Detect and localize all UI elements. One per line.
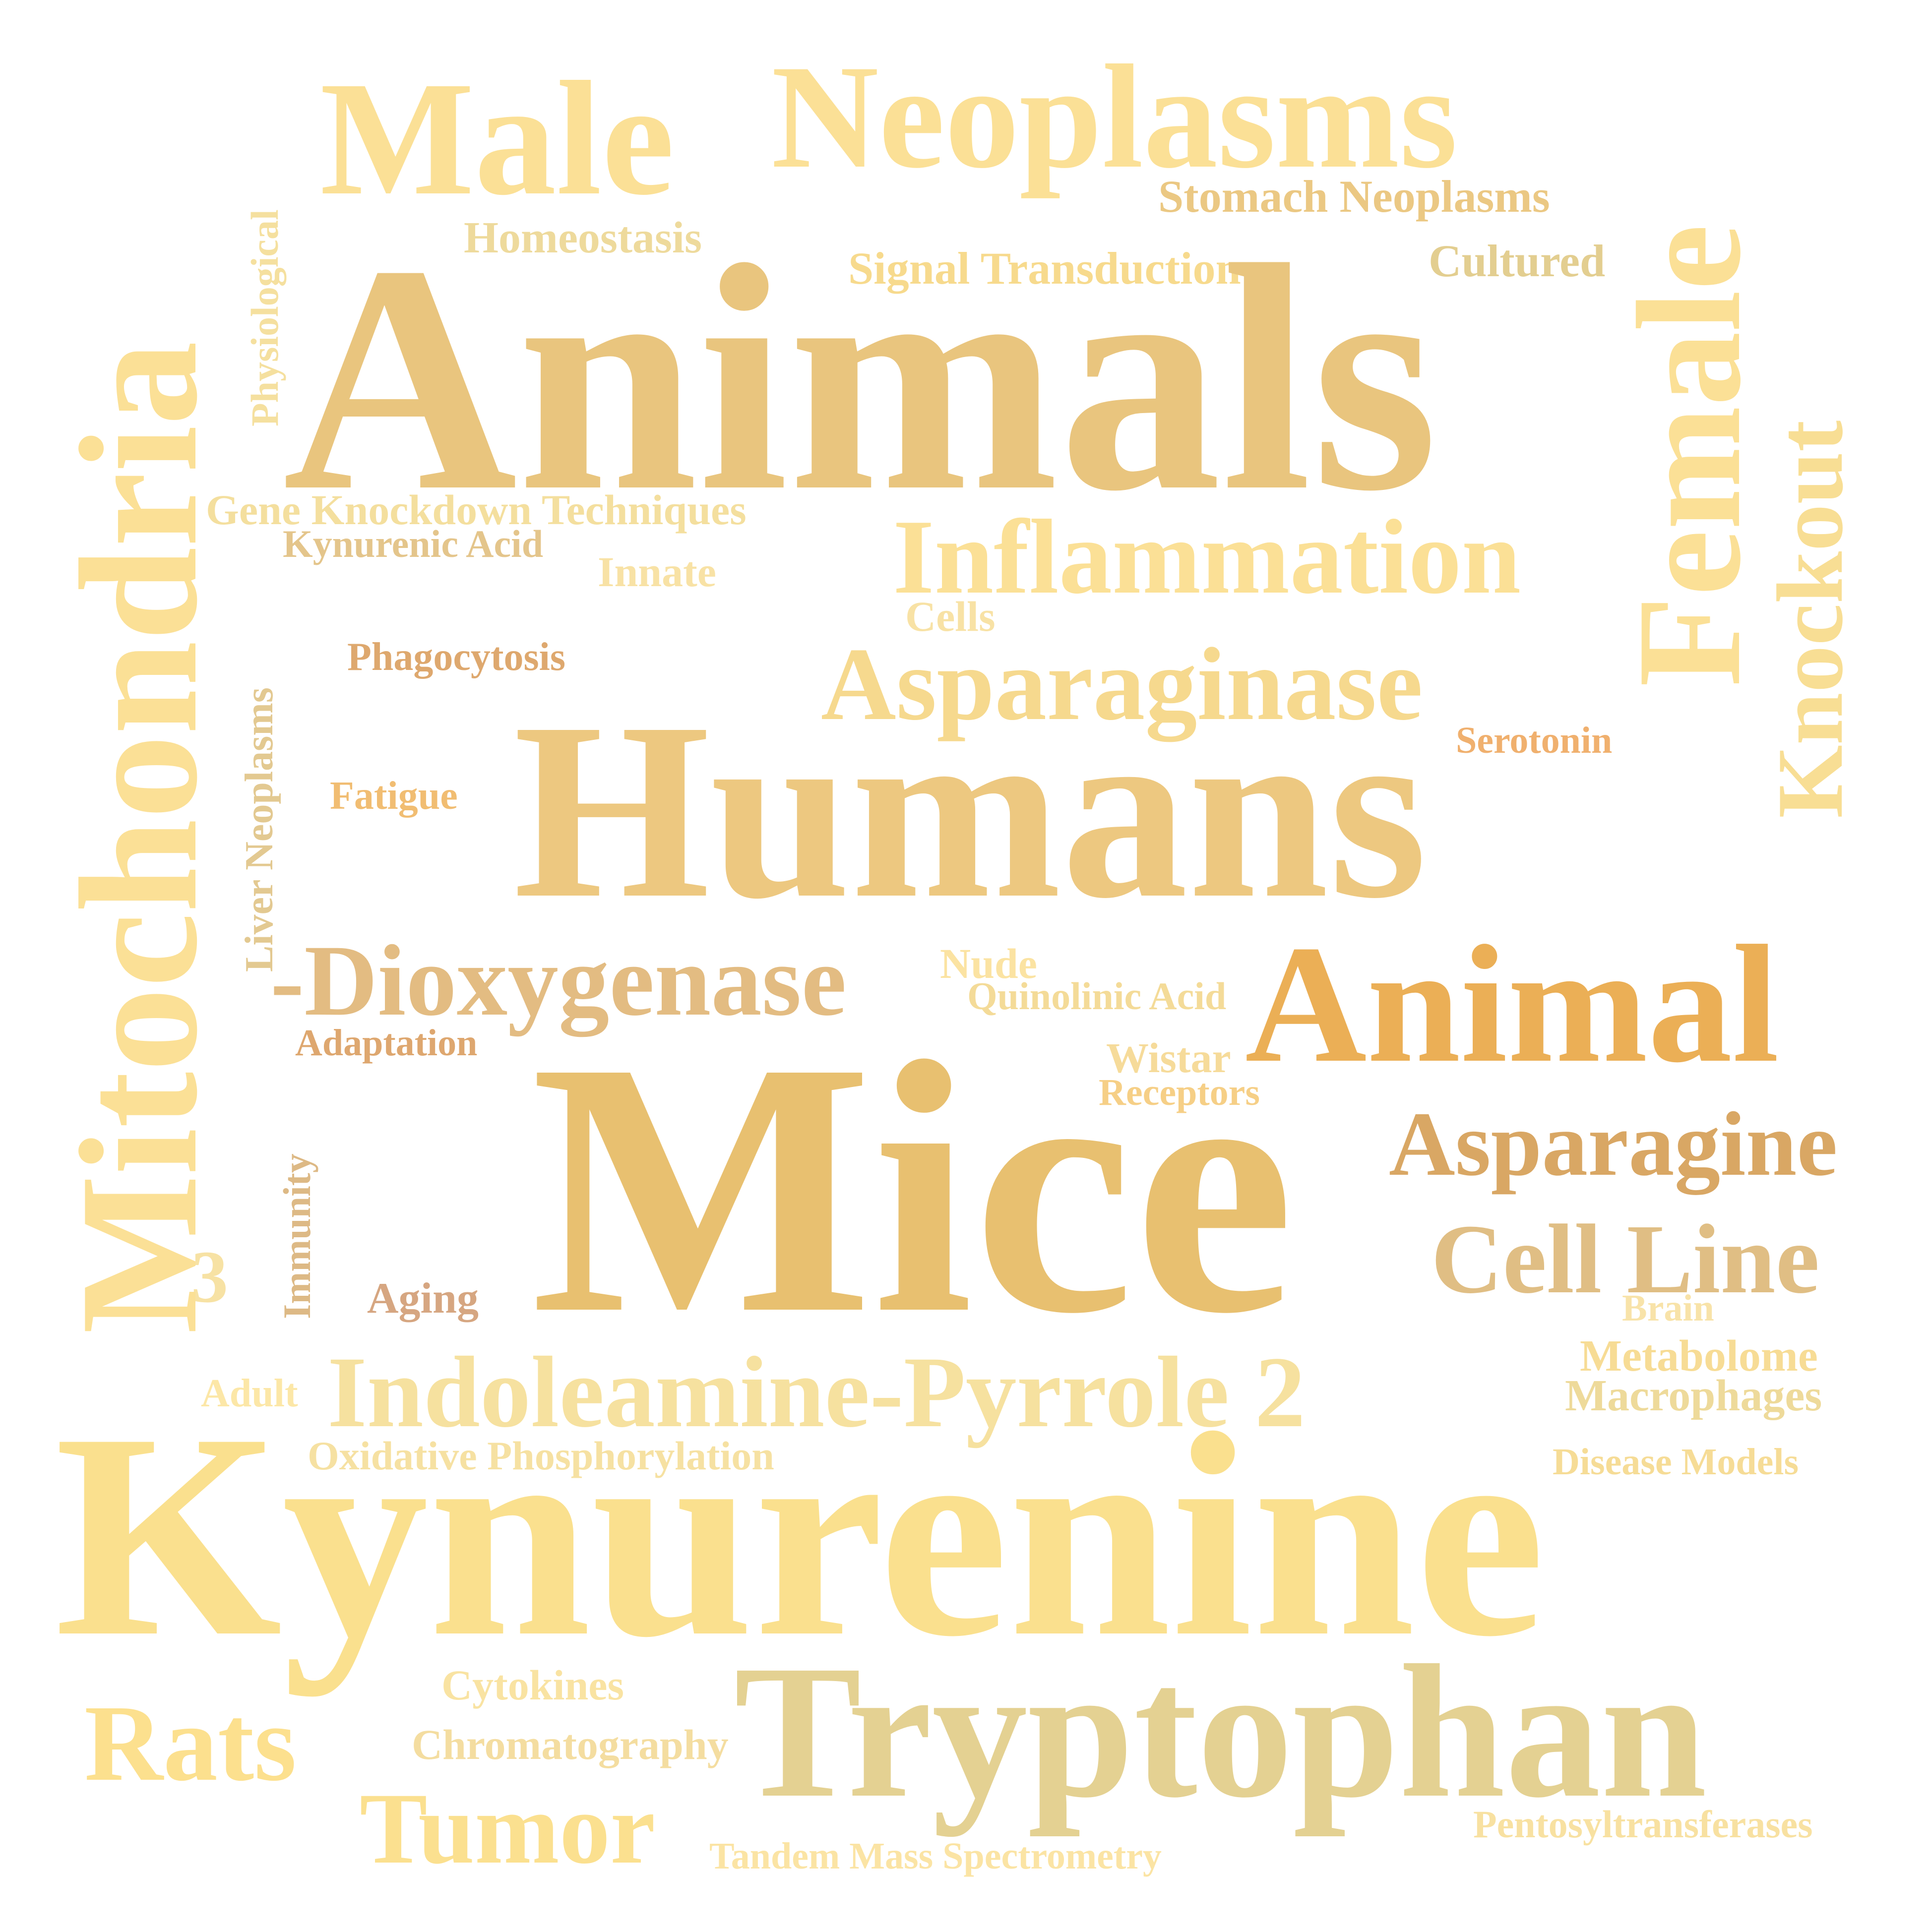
word-brain: Brain [1622,1287,1714,1329]
word-wistar: Wistar [1106,1034,1231,1082]
word-cytokines: Cytokines [441,1661,624,1709]
word-kynurenine: Kynurenine [55,1373,1546,1697]
word-homeostasis: Homeostasis [464,213,702,262]
word-aging: Aging [367,1274,479,1323]
word-gene-knockdown-techniques: Gene Knockdown Techniques [206,486,747,534]
word-cultured: Cultured [1429,236,1606,286]
word-cells: Cells [905,593,996,640]
word-knockout: Knockout [1758,420,1863,818]
word-3: 3 [191,1236,228,1318]
word-adult: Adult [201,1372,298,1415]
word-cell-line: Cell Line [1431,1205,1820,1314]
word-kynurenic-acid: Kynurenic Acid [283,522,544,565]
word-stomach-neoplasms: Stomach Neoplasms [1158,171,1550,222]
word-innate: Innate [598,548,716,596]
word-mice: Mice [531,987,1295,1388]
word-female: Female [1607,224,1771,687]
word-serotonin: Serotonin [1456,720,1613,761]
word-nude: Nude [940,940,1037,987]
word-humans: Humans [513,671,1428,951]
word-phagocytosis: Phagocytosis [347,635,565,679]
word-oxidative-phosphorylation: Oxidative Phosphorylation [308,1433,774,1478]
word-animal: Animal [1245,910,1779,1097]
word-asparagine: Asparagine [1389,1093,1838,1195]
word-tryptophan: Tryptophan [734,1626,1707,1837]
word-quinolinic-acid: Quinolinic Acid [967,974,1227,1018]
word-adaptation: Adaptation [295,1022,478,1064]
word-physiological: Physiological [243,209,286,426]
word-fatigue: Fatigue [330,774,458,818]
word-inflammation: Inflammation [893,497,1521,616]
word-pentosyltransferases: Pentosyltransferases [1473,1803,1813,1846]
word-chromatography: Chromatography [412,1721,729,1768]
word-indoleamine-pyrrole-2: Indoleamine-Pyrrole 2 [327,1336,1306,1449]
word-receptors: Receptors [1099,1072,1260,1113]
word-immunity: Immunity [275,1153,318,1319]
word-metabolome: Metabolome [1580,1331,1818,1381]
word-disease-models: Disease Models [1553,1441,1799,1483]
word-signal-transduction: Signal Transduction [848,243,1241,294]
word-asparaginase: Asparaginase [821,627,1423,742]
word-animals: Animals [283,198,1438,558]
word-rats: Rats [84,1683,297,1804]
word-male: Male [320,48,675,229]
word-tumor: Tumor [360,1772,656,1885]
word-tandem-mass-spectrometry: Tandem Mass Spectrometry [709,1835,1162,1877]
word-dioxygenase: -Dioxygenase [270,924,847,1037]
word-macrophages: Macrophages [1565,1371,1822,1420]
word-liver-neoplasms: Liver Neoplasms [238,687,281,972]
word-neoplasms: Neoplasms [771,34,1458,199]
word-mitochondria: Mitochondria [45,341,232,1334]
